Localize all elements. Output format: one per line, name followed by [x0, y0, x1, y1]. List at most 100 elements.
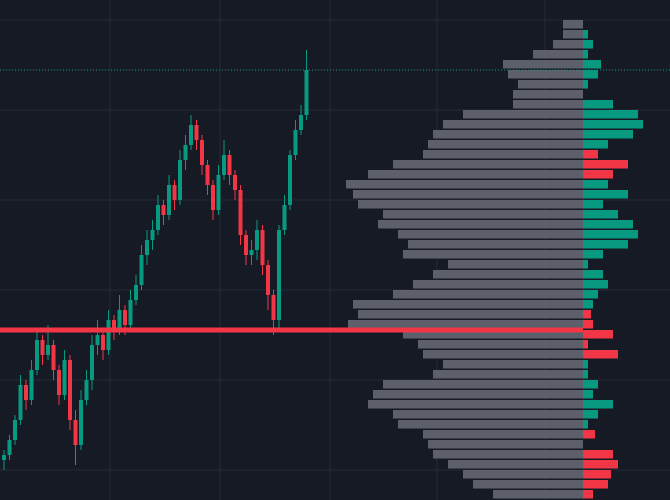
volume-bar: [563, 30, 583, 39]
candle-body: [68, 360, 72, 420]
candle-body: [244, 235, 248, 255]
candle-body: [46, 345, 50, 355]
volume-bar: [403, 330, 583, 339]
candle-body: [249, 250, 254, 255]
volume-bar: [353, 300, 583, 309]
volume-bar: [348, 320, 583, 329]
candle-body: [156, 205, 160, 230]
delta-bar: [583, 410, 598, 419]
volume-bar: [358, 310, 583, 319]
delta-bar: [583, 80, 588, 89]
candle-body: [161, 205, 166, 215]
volume-bar: [393, 410, 583, 419]
volume-bar: [358, 200, 583, 209]
delta-bar: [583, 480, 608, 489]
candle-body: [150, 230, 155, 240]
volume-bar: [433, 450, 583, 459]
delta-bar: [583, 180, 608, 189]
candle-body: [13, 420, 17, 440]
candle-body: [167, 185, 171, 215]
volume-bar: [346, 180, 583, 189]
candle-body: [216, 175, 221, 210]
candle-body: [62, 360, 67, 395]
delta-bar: [583, 140, 608, 149]
candle-body: [112, 320, 116, 330]
delta-bar: [583, 350, 618, 359]
delta-bar: [583, 330, 613, 339]
volume-bar: [413, 280, 583, 289]
delta-bar: [583, 40, 593, 49]
delta-bar: [583, 60, 601, 69]
candle-body: [117, 310, 122, 330]
volume-bar: [353, 190, 583, 199]
volume-bar: [518, 80, 583, 89]
candle-body: [90, 345, 94, 380]
delta-bar: [583, 370, 588, 379]
delta-bar: [583, 260, 588, 269]
candle-body: [183, 145, 188, 160]
volume-bar: [433, 370, 583, 379]
volume-bar: [443, 120, 583, 129]
volume-bar: [513, 90, 583, 99]
candle-body: [134, 285, 138, 300]
volume-bar: [493, 490, 583, 499]
delta-bar: [583, 270, 603, 279]
delta-bar: [583, 160, 628, 169]
delta-bar: [583, 300, 593, 309]
volume-bar: [428, 440, 583, 449]
candle-body: [24, 385, 28, 400]
candle-body: [178, 160, 182, 200]
candle-body: [123, 310, 127, 325]
candle-body: [18, 385, 23, 420]
volume-bar: [513, 100, 583, 109]
candle-body: [51, 345, 56, 370]
candle-body: [84, 380, 89, 400]
candle-body: [73, 420, 78, 445]
volume-bar: [553, 40, 583, 49]
delta-bar: [583, 450, 613, 459]
volume-bar: [368, 400, 583, 409]
delta-bar: [583, 320, 593, 329]
candle-body: [189, 125, 193, 145]
delta-bar: [583, 50, 588, 59]
volume-bar: [448, 260, 583, 269]
volume-bar: [378, 220, 583, 229]
delta-bar: [583, 340, 588, 349]
volume-bar: [463, 110, 583, 119]
candle-body: [145, 240, 149, 255]
candle-body: [95, 335, 100, 345]
candle-body: [29, 370, 34, 400]
candle-body: [35, 340, 39, 370]
volume-bar: [398, 230, 583, 239]
candle-body: [293, 130, 298, 155]
volume-bar: [398, 420, 583, 429]
candle-body: [299, 115, 303, 130]
delta-bar: [583, 70, 598, 79]
delta-bar: [583, 190, 628, 199]
candle-body: [57, 370, 61, 395]
delta-bar: [583, 400, 613, 409]
volume-bar: [433, 270, 583, 279]
candle-body: [288, 155, 292, 205]
delta-bar: [583, 360, 588, 369]
volume-bar: [433, 130, 583, 139]
candle-body: [172, 185, 177, 200]
candle-body: [2, 455, 6, 460]
volume-bar: [383, 380, 583, 389]
candle-body: [222, 155, 226, 175]
volume-bar: [563, 20, 583, 29]
delta-bar: [583, 120, 643, 129]
candle-body: [277, 230, 281, 320]
delta-bar: [583, 220, 633, 229]
volume-bar: [508, 70, 583, 79]
delta-bar: [583, 100, 613, 109]
candle-body: [266, 265, 270, 295]
volume-bar: [393, 290, 583, 299]
delta-bar: [583, 130, 633, 139]
delta-bar: [583, 310, 591, 319]
candle-body: [233, 175, 237, 190]
volume-bar: [473, 480, 583, 489]
volume-bar: [403, 250, 583, 259]
